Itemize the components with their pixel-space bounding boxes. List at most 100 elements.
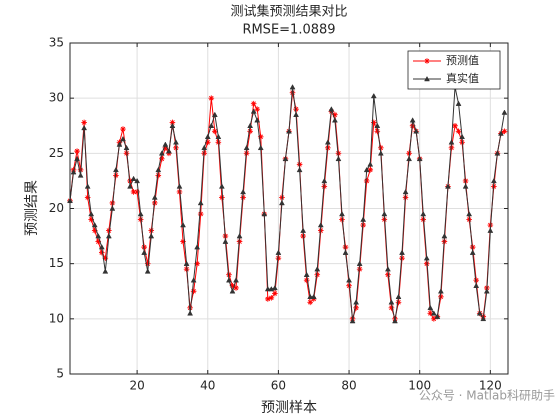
- point-marker: [134, 189, 140, 195]
- point-marker: [226, 271, 232, 278]
- point-marker: [243, 144, 250, 151]
- point-marker: [84, 194, 91, 201]
- point-marker: [473, 277, 480, 284]
- point-marker: [370, 92, 377, 99]
- y-tick-label: 35: [49, 36, 64, 50]
- point-marker: [307, 293, 314, 300]
- point-marker: [409, 122, 416, 129]
- point-marker: [335, 155, 342, 162]
- point-marker: [148, 233, 155, 239]
- point-marker: [70, 169, 77, 175]
- point-marker: [307, 299, 313, 306]
- point-marker: [406, 155, 413, 162]
- point-marker: [219, 194, 225, 201]
- point-marker: [247, 128, 253, 135]
- point-marker: [268, 295, 275, 301]
- point-marker: [388, 299, 395, 305]
- y-axis-label: 预测结果: [24, 180, 40, 236]
- point-marker: [388, 305, 395, 311]
- point-marker: [279, 199, 285, 206]
- legend-marker: [424, 75, 430, 82]
- x-tick-label: 80: [341, 379, 356, 393]
- point-marker: [271, 284, 278, 291]
- point-marker: [367, 167, 374, 173]
- point-marker: [162, 145, 169, 151]
- point-marker: [141, 244, 147, 250]
- point-marker: [490, 177, 497, 184]
- point-marker: [384, 266, 391, 272]
- point-marker: [399, 249, 405, 255]
- point-marker: [381, 211, 388, 217]
- point-marker: [233, 285, 239, 291]
- point-marker: [98, 249, 105, 256]
- point-marker: [165, 148, 172, 154]
- point-marker: [494, 150, 501, 156]
- point-marker: [194, 260, 200, 267]
- point-marker: [130, 189, 137, 195]
- point-marker: [331, 117, 338, 123]
- point-marker: [141, 249, 148, 255]
- point-marker: [130, 175, 137, 181]
- point-marker: [339, 211, 345, 217]
- point-marker: [296, 166, 303, 173]
- point-marker: [201, 144, 208, 151]
- point-marker: [466, 211, 473, 217]
- point-marker: [204, 133, 211, 140]
- y-tick-label: 15: [49, 256, 64, 270]
- point-marker: [226, 277, 232, 283]
- point-marker: [321, 177, 328, 184]
- point-marker: [190, 288, 197, 295]
- point-marker: [74, 148, 80, 154]
- point-marker: [155, 166, 162, 173]
- point-marker: [455, 100, 462, 106]
- point-marker: [197, 211, 204, 217]
- point-marker: [462, 183, 469, 189]
- point-marker: [123, 150, 130, 157]
- point-marker: [501, 109, 508, 115]
- point-marker: [469, 249, 476, 255]
- point-marker: [445, 183, 451, 189]
- axes-frame: [69, 42, 509, 375]
- point-marker: [441, 233, 448, 239]
- point-marker: [335, 150, 342, 157]
- x-axis-label: 预测样本: [261, 400, 317, 416]
- point-marker: [437, 288, 444, 294]
- point-marker: [88, 216, 94, 223]
- point-marker: [134, 177, 141, 184]
- point-marker: [328, 106, 335, 112]
- point-marker: [300, 227, 307, 233]
- point-marker: [211, 111, 218, 117]
- point-marker: [105, 233, 112, 239]
- point-marker: [229, 288, 236, 294]
- point-marker: [272, 290, 278, 297]
- point-marker: [254, 117, 261, 123]
- point-marker: [194, 244, 201, 250]
- point-marker: [501, 128, 508, 135]
- point-marker: [427, 310, 434, 317]
- point-marker: [109, 205, 116, 211]
- point-marker: [190, 277, 197, 283]
- point-marker: [289, 84, 296, 90]
- point-marker: [363, 178, 370, 184]
- point-marker: [123, 144, 130, 151]
- point-marker: [314, 266, 321, 272]
- point-marker: [180, 238, 186, 245]
- point-marker: [88, 211, 95, 217]
- point-marker: [293, 106, 299, 112]
- point-marker: [77, 172, 84, 178]
- point-marker: [247, 122, 254, 128]
- point-marker: [332, 111, 338, 118]
- point-marker: [204, 139, 211, 146]
- point-marker: [416, 155, 423, 162]
- point-marker: [95, 238, 102, 245]
- point-marker: [261, 211, 268, 217]
- point-marker: [427, 304, 434, 311]
- point-marker: [151, 194, 158, 200]
- point-marker: [275, 255, 282, 261]
- x-tick-label: 60: [271, 379, 286, 393]
- legend-label: 真实值: [446, 71, 479, 85]
- point-marker: [339, 216, 345, 223]
- point-marker: [233, 277, 239, 283]
- point-marker: [250, 100, 257, 107]
